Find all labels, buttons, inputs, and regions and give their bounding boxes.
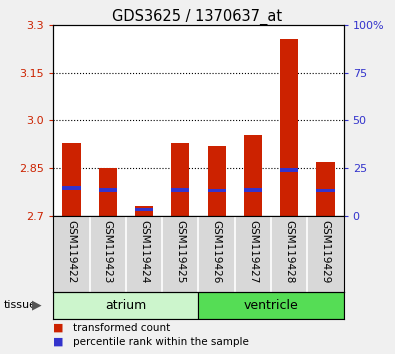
Bar — [171, 143, 190, 216]
Bar — [99, 188, 117, 192]
Bar — [207, 189, 226, 192]
Text: GSM119427: GSM119427 — [248, 220, 258, 283]
Text: ▶: ▶ — [32, 299, 42, 312]
Text: ventricle: ventricle — [244, 299, 299, 312]
Bar — [244, 188, 262, 192]
Text: GSM119429: GSM119429 — [320, 220, 331, 283]
Bar — [207, 146, 226, 216]
Bar — [280, 168, 298, 172]
Text: ■: ■ — [53, 322, 64, 332]
Text: GSM119426: GSM119426 — [212, 220, 222, 283]
Text: GSM119428: GSM119428 — [284, 220, 294, 283]
Bar — [316, 189, 335, 192]
Bar — [99, 168, 117, 216]
Bar — [280, 39, 298, 216]
Bar — [135, 208, 153, 211]
Text: GDS3625 / 1370637_at: GDS3625 / 1370637_at — [113, 9, 282, 25]
Bar — [316, 162, 335, 216]
Text: percentile rank within the sample: percentile rank within the sample — [73, 337, 249, 347]
FancyBboxPatch shape — [199, 292, 344, 319]
Text: atrium: atrium — [105, 299, 147, 312]
Text: transformed count: transformed count — [73, 322, 170, 332]
Text: GSM119422: GSM119422 — [66, 220, 77, 283]
Bar — [62, 143, 81, 216]
Bar — [135, 206, 153, 216]
Bar — [244, 135, 262, 216]
Text: GSM119425: GSM119425 — [175, 220, 185, 283]
Bar — [62, 185, 81, 190]
Text: ■: ■ — [53, 337, 64, 347]
Text: GSM119423: GSM119423 — [103, 220, 113, 283]
Bar — [171, 188, 190, 192]
Text: tissue: tissue — [4, 300, 37, 310]
FancyBboxPatch shape — [53, 292, 199, 319]
Text: GSM119424: GSM119424 — [139, 220, 149, 283]
